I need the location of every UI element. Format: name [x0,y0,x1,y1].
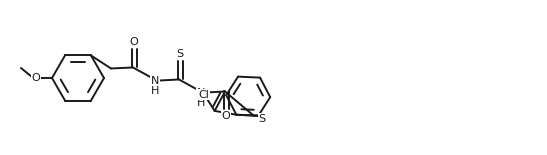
Text: S: S [258,114,265,124]
Text: O: O [130,38,138,47]
Text: O: O [32,73,40,83]
Text: Cl: Cl [198,90,209,100]
Text: H: H [197,98,205,108]
Text: H: H [151,86,159,96]
Text: O: O [222,111,230,122]
Text: S: S [177,49,184,60]
Text: N: N [151,76,159,86]
Text: N: N [197,89,205,98]
